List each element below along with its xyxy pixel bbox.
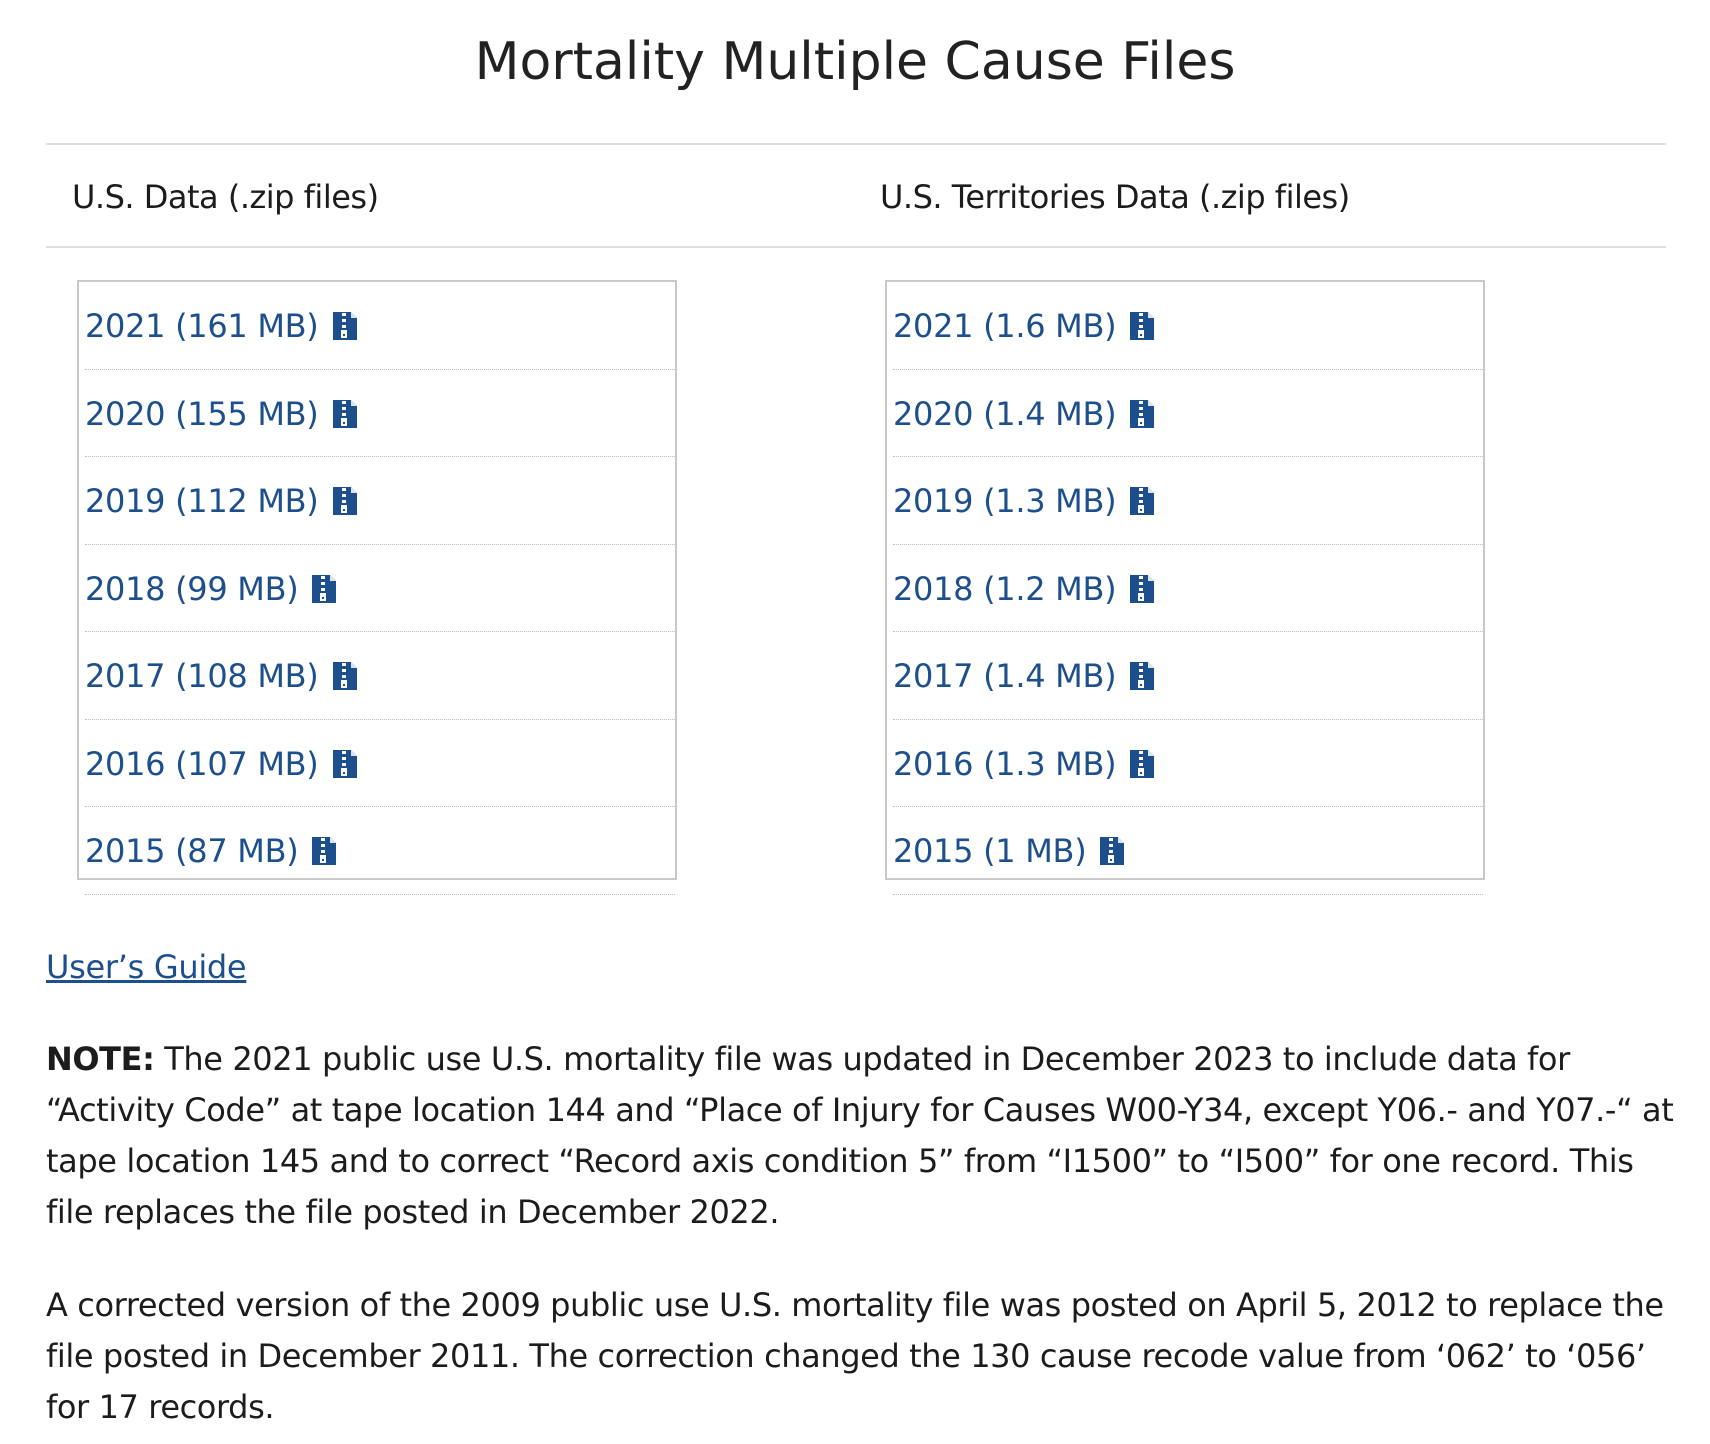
zip-file-icon bbox=[1126, 485, 1158, 517]
list-item: 2020 (1.4 MB) bbox=[893, 370, 1483, 457]
territories-file-link-2019[interactable]: 2019 (1.3 MB) bbox=[893, 481, 1158, 521]
file-link-label: 2016 (1.3 MB) bbox=[893, 744, 1117, 783]
file-link-label: 2016 (107 MB) bbox=[85, 744, 319, 783]
zip-file-icon bbox=[1126, 660, 1158, 692]
territories-file-link-2016[interactable]: 2016 (1.3 MB) bbox=[893, 744, 1158, 784]
list-item: 2020 (155 MB) bbox=[85, 370, 675, 457]
territories-file-link-2020[interactable]: 2020 (1.4 MB) bbox=[893, 394, 1158, 434]
list-item: 2015 (1 MB) bbox=[893, 807, 1483, 895]
zip-file-icon bbox=[329, 660, 361, 692]
file-link-label: 2019 (112 MB) bbox=[85, 482, 319, 521]
territories-data-header: U.S. Territories Data (.zip files) bbox=[880, 178, 1350, 216]
us-file-link-2015[interactable]: 2015 (87 MB) bbox=[85, 831, 340, 871]
us-file-link-2019[interactable]: 2019 (112 MB) bbox=[85, 481, 361, 521]
zip-file-icon bbox=[329, 485, 361, 517]
file-link-label: 2019 (1.3 MB) bbox=[893, 482, 1117, 521]
list-item: 2018 (1.2 MB) bbox=[893, 545, 1483, 632]
list-item: 2018 (99 MB) bbox=[85, 545, 675, 632]
top-divider bbox=[46, 143, 1666, 145]
file-link-label: 2015 (1 MB) bbox=[893, 832, 1087, 871]
header-divider bbox=[46, 246, 1666, 248]
us-file-link-2018[interactable]: 2018 (99 MB) bbox=[85, 569, 340, 609]
territories-file-link-2017[interactable]: 2017 (1.4 MB) bbox=[893, 656, 1158, 696]
territories-file-link-2015[interactable]: 2015 (1 MB) bbox=[893, 831, 1128, 871]
us-file-link-2017[interactable]: 2017 (108 MB) bbox=[85, 656, 361, 696]
us-data-file-list: 2021 (161 MB) 2020 (155 MB) 2019 (112 MB… bbox=[77, 280, 677, 895]
zip-file-icon bbox=[1126, 748, 1158, 780]
zip-file-icon bbox=[1126, 310, 1158, 342]
file-link-label: 2018 (1.2 MB) bbox=[893, 569, 1117, 608]
file-link-label: 2021 (1.6 MB) bbox=[893, 307, 1117, 346]
zip-file-icon bbox=[329, 398, 361, 430]
file-link-label: 2020 (155 MB) bbox=[85, 394, 319, 433]
us-file-link-2016[interactable]: 2016 (107 MB) bbox=[85, 744, 361, 784]
us-file-link-2020[interactable]: 2020 (155 MB) bbox=[85, 394, 361, 434]
file-link-label: 2017 (1.4 MB) bbox=[893, 657, 1117, 696]
file-link-label: 2020 (1.4 MB) bbox=[893, 394, 1117, 433]
territories-data-file-list: 2021 (1.6 MB) 2020 (1.4 MB) 2019 (1.3 MB… bbox=[885, 280, 1485, 895]
list-item: 2021 (1.6 MB) bbox=[893, 282, 1483, 370]
users-guide-link[interactable]: User’s Guide bbox=[46, 948, 247, 986]
territories-file-link-2018[interactable]: 2018 (1.2 MB) bbox=[893, 569, 1158, 609]
zip-file-icon bbox=[308, 573, 340, 605]
us-file-link-2021[interactable]: 2021 (161 MB) bbox=[85, 306, 361, 346]
list-item: 2016 (1.3 MB) bbox=[893, 720, 1483, 807]
zip-file-icon bbox=[1126, 573, 1158, 605]
zip-file-icon bbox=[329, 310, 361, 342]
zip-file-icon bbox=[308, 835, 340, 867]
note-paragraph-2009-correction: A corrected version of the 2009 public u… bbox=[46, 1286, 1664, 1426]
list-item: 2019 (1.3 MB) bbox=[893, 457, 1483, 545]
note-text: The 2021 public use U.S. mortality file … bbox=[46, 1040, 1674, 1231]
list-item: 2016 (107 MB) bbox=[85, 720, 675, 807]
territories-file-link-2021[interactable]: 2021 (1.6 MB) bbox=[893, 306, 1158, 346]
zip-file-icon bbox=[329, 748, 361, 780]
file-link-label: 2015 (87 MB) bbox=[85, 832, 299, 871]
list-item: 2015 (87 MB) bbox=[85, 807, 675, 895]
us-data-header: U.S. Data (.zip files) bbox=[72, 178, 379, 216]
zip-file-icon bbox=[1096, 835, 1128, 867]
list-item: 2017 (108 MB) bbox=[85, 632, 675, 720]
list-item: 2019 (112 MB) bbox=[85, 457, 675, 545]
file-link-label: 2018 (99 MB) bbox=[85, 569, 299, 608]
file-link-label: 2017 (108 MB) bbox=[85, 657, 319, 696]
zip-file-icon bbox=[1126, 398, 1158, 430]
note-label: NOTE: bbox=[46, 1040, 155, 1078]
list-item: 2021 (161 MB) bbox=[85, 282, 675, 370]
note-paragraph-2021-update: NOTE: The 2021 public use U.S. mortality… bbox=[46, 1034, 1676, 1238]
page-title: Mortality Multiple Cause Files bbox=[474, 32, 1236, 92]
list-item: 2017 (1.4 MB) bbox=[893, 632, 1483, 720]
file-link-label: 2021 (161 MB) bbox=[85, 307, 319, 346]
